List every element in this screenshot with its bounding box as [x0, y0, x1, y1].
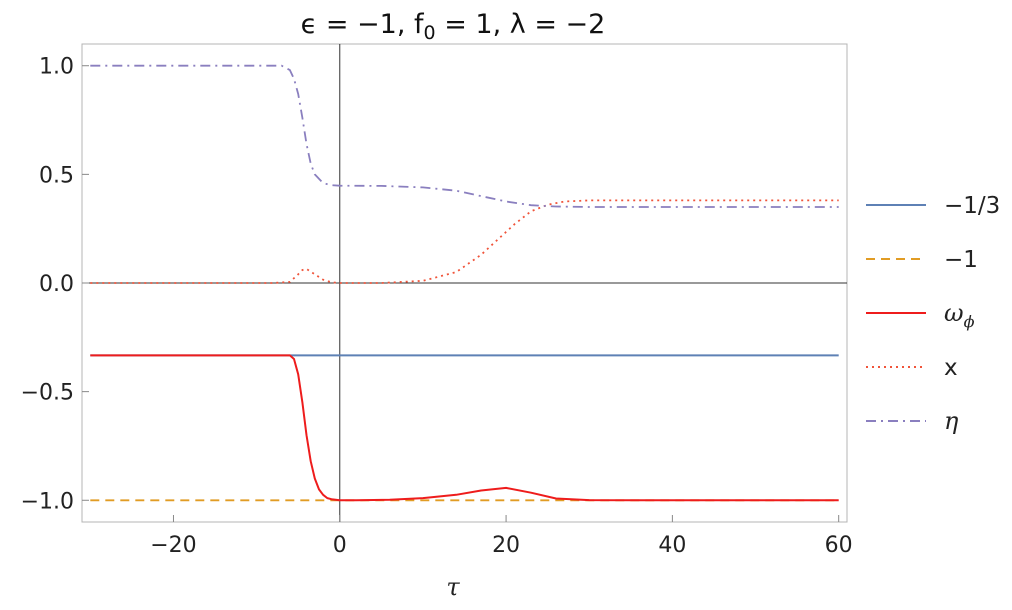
x-tick-label: 40: [658, 533, 686, 558]
legend-item-minus-one-third: −1/3: [944, 193, 1000, 219]
legend-item-eta: η: [944, 407, 959, 435]
y-tick-label: 0.0: [39, 272, 74, 297]
x-tick-label: 0: [333, 533, 347, 558]
legend-item-omega-phi: ωϕ: [944, 299, 975, 331]
y-tick-label: −0.5: [21, 381, 74, 406]
y-tick-label: 0.5: [39, 163, 74, 188]
x-tick-label: 60: [825, 533, 853, 558]
legend-item-minus-one: −1: [944, 247, 978, 273]
chart-title: ϵ = −1, f0 = 1, λ = −2: [301, 9, 606, 44]
series-eta: [90, 64, 839, 208]
x-tick-label: −20: [150, 533, 196, 558]
x-axis-label: τ: [446, 573, 460, 601]
y-tick-label: 1.0: [39, 55, 74, 80]
series-omega-phi: [90, 354, 839, 502]
legend: −1/3 −1 ωϕ xη: [866, 193, 1000, 435]
series-x: [90, 199, 839, 284]
y-tick-label: −1.0: [21, 489, 74, 514]
legend-item-x: x: [944, 355, 958, 381]
x-tick-label: 20: [492, 533, 520, 558]
